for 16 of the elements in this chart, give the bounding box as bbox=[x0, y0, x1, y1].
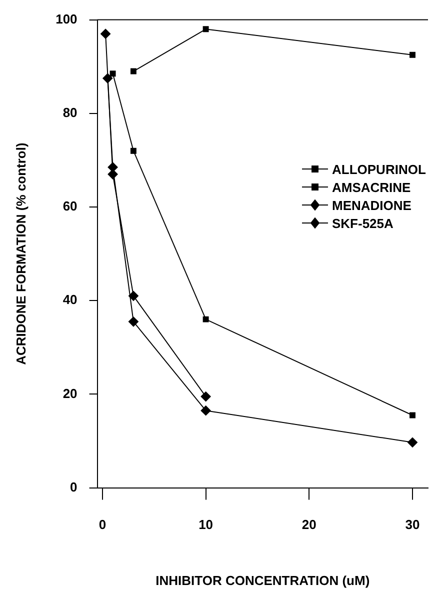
legend-label: ALLOPURINOL bbox=[332, 162, 426, 177]
y-tick-label: 0 bbox=[70, 479, 78, 494]
x-tick-label: 30 bbox=[405, 517, 420, 532]
y-axis-title: ACRIDONE FORMATION (% control) bbox=[13, 142, 28, 365]
legend-label: SKF-525A bbox=[332, 216, 394, 231]
y-tick-label: 100 bbox=[56, 11, 78, 26]
x-axis-title: INHIBITOR CONCENTRATION (uM) bbox=[156, 572, 370, 588]
legend-label: AMSACRINE bbox=[332, 180, 411, 195]
x-tick-label: 20 bbox=[302, 517, 316, 532]
x-tick-label: 10 bbox=[198, 517, 214, 532]
y-tick-label: 60 bbox=[62, 198, 78, 214]
x-tick-label: 0 bbox=[98, 517, 106, 532]
y-tick-label: 80 bbox=[62, 104, 78, 120]
y-tick-label: 40 bbox=[62, 292, 78, 308]
legend-label: MENADIONE bbox=[332, 198, 412, 213]
y-tick-label: 20 bbox=[62, 386, 78, 401]
